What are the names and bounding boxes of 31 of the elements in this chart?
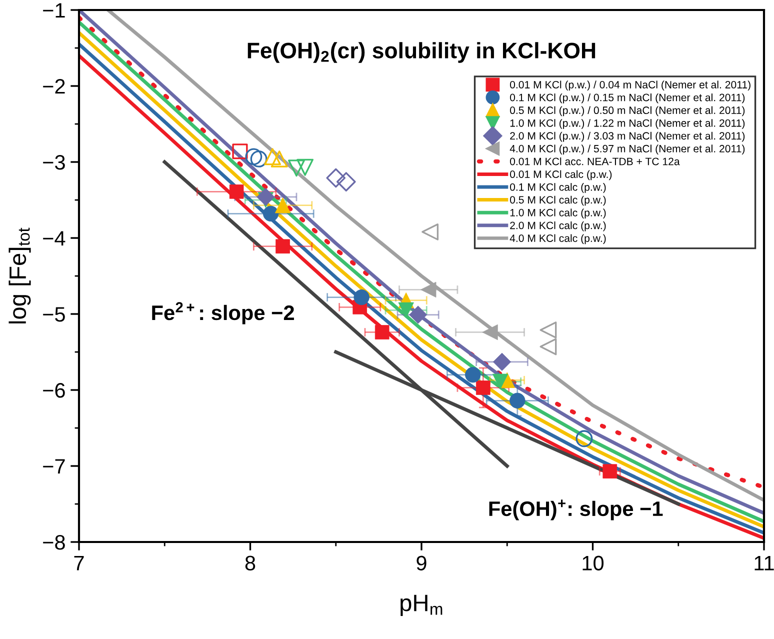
legend-label: 4.0 M KCl calc (p.w.) (510, 234, 606, 244)
y-tick-label: −7 (43, 459, 65, 474)
legend-label: 4.0 M KCl (p.w.) / 5.97 m NaCl (Nemer et al. 2011) (510, 144, 745, 154)
y-tick-label: −5 (43, 307, 65, 322)
legend-label: 0.5 M KCl (p.w.) / 0.50 m NaCl (Nemer et al. 2011) (510, 106, 745, 116)
annotation: Fe(OH)$^{+}$: slope −1 (489, 500, 663, 520)
y-tick-label: −6 (43, 383, 65, 398)
y-tick-label: −8 (43, 535, 65, 550)
annotation: Fe$^{2+}$: slope −2 (152, 302, 294, 324)
x-tick-label: 9 (416, 556, 426, 570)
legend-label: 0.1 M KCl (p.w.) / 0.15 m NaCl (Nemer et al. 2011) (510, 93, 745, 104)
legend-label: 0.1 M KCl calc (p.w.) (510, 183, 606, 193)
x-tick-label: 8 (245, 556, 256, 570)
text: Fe(OH)$_{2}$(cr) solubility in KCl-KOH (248, 42, 596, 63)
y-tick-label: −4 (43, 231, 66, 246)
legend-label: 0.01 M KCl (p.w.) / 0.04 m NaCl (Nemer et al. 2011) (510, 80, 750, 91)
legend-label: 0.5 M KCl calc (p.w.) (510, 196, 606, 206)
y-axis-title: log [Fe]$_{tot}$ (8, 228, 31, 324)
x-axis-title: pH$_{m}$ (400, 594, 442, 616)
y-tick-label: −3 (43, 155, 65, 170)
legend-label: 0.01 M KCl acc. NEA-TDB + TC 12a (510, 157, 680, 166)
y-tick-label: −2 (43, 79, 65, 94)
legend-label: 0.01 M KCl calc (p.w.) (510, 170, 612, 180)
legend-label: 1.0 M KCl calc (p.w.) (510, 208, 606, 218)
legend-label: 1.0 M KCl (p.w.) / 1.22 m NaCl (Nemer et al. 2011) (510, 119, 745, 129)
legend-label: 2.0 M KCl calc (p.w.) (510, 221, 606, 232)
x-tick-label: 11 (754, 556, 774, 570)
y-tick-label: −1 (43, 3, 65, 18)
x-tick-label: 7 (74, 556, 84, 570)
legend-label: 2.0 M KCl (p.w.) / 3.03 m NaCl (Nemer et al. 2011) (510, 132, 745, 142)
x-tick-label: 10 (582, 556, 604, 570)
